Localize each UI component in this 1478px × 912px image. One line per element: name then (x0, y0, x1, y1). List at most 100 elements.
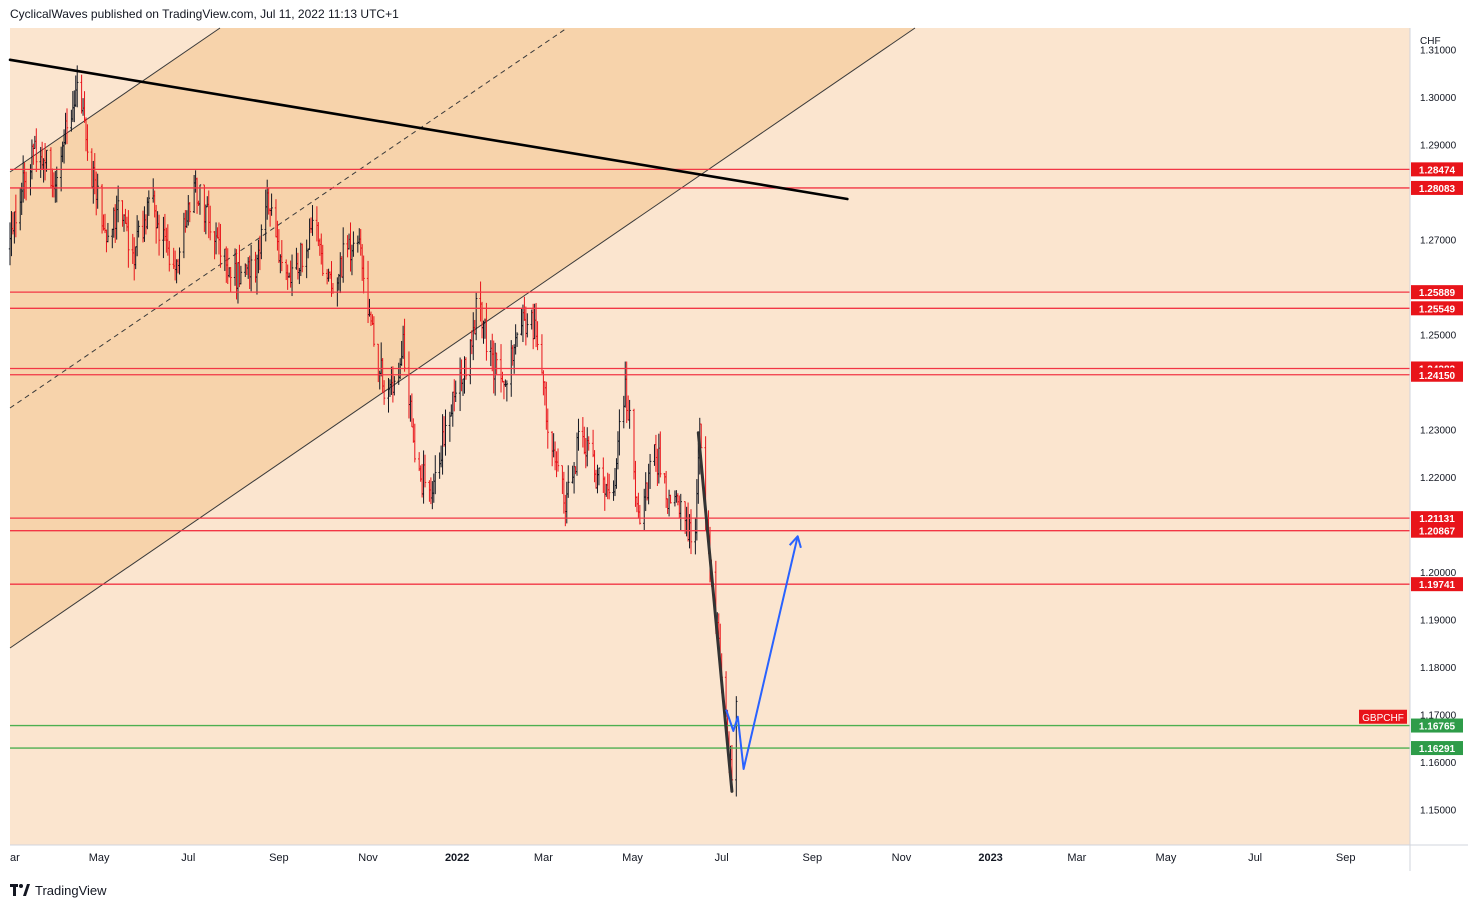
candle (628, 399, 631, 429)
symbol-badge: GBPCHF (1359, 709, 1407, 724)
candle (290, 254, 294, 297)
candle (86, 124, 89, 161)
candle (76, 65, 79, 108)
candle (127, 210, 130, 268)
svg-text:1.28083: 1.28083 (1419, 184, 1456, 195)
candle (659, 431, 662, 478)
arrow-head-icon (788, 535, 802, 549)
candle (679, 493, 682, 531)
price-tick-label-3: 1.27000 (1420, 235, 1457, 246)
level-badge-7: 1.20867 (1411, 523, 1463, 538)
price-tick-label-12: 1.15000 (1420, 805, 1457, 816)
svg-text:1.25889: 1.25889 (1419, 288, 1456, 299)
time-tick-label-10: Nov (892, 852, 912, 864)
candle (495, 352, 498, 375)
candle (454, 380, 457, 402)
candle (270, 193, 273, 216)
candle (188, 201, 191, 223)
trendline-1[interactable] (696, 431, 734, 793)
candle (423, 454, 427, 488)
time-tick-label-8: Jul (715, 852, 729, 864)
time-tick-label-0: ar (10, 852, 20, 864)
price-tick-label-11: 1.16000 (1420, 758, 1457, 769)
candle (321, 244, 324, 276)
price-tick-label-4: 1.25000 (1420, 330, 1457, 341)
level-badge-10: 1.16291 (1411, 741, 1463, 756)
levels-layer (10, 168, 1410, 749)
svg-text:1.19741: 1.19741 (1419, 580, 1456, 591)
candle (260, 224, 263, 260)
price-tick-label-6: 1.22000 (1420, 473, 1457, 484)
time-axis[interactable]: ar May Jul Sep Nov 2022 Mar May Jul Sep Nov 2023 Mar… (10, 852, 1355, 864)
svg-text:1.25549: 1.25549 (1419, 304, 1456, 315)
price-axis[interactable]: 1.31000 1.30000 1.29000 1.27000 1.25000 1.230… (1420, 45, 1457, 816)
candle (515, 332, 519, 347)
candle (55, 166, 58, 203)
candle (116, 185, 120, 223)
channel-lower-line (9, 27, 916, 649)
projection-arrow[interactable] (725, 536, 799, 770)
candle (301, 243, 304, 273)
svg-text:1.16291: 1.16291 (1419, 744, 1456, 755)
svg-text:1.20867: 1.20867 (1419, 527, 1456, 538)
candle (229, 267, 232, 293)
time-tick-label-11: 2023 (978, 852, 1002, 864)
candle (178, 247, 181, 275)
time-tick-label-6: Mar (534, 852, 553, 864)
candle (618, 409, 621, 456)
candle (35, 128, 38, 173)
currency-label: CHF (1420, 36, 1441, 47)
drawings-layer (8, 58, 849, 793)
candle (648, 453, 652, 489)
time-tick-label-3: Sep (269, 852, 289, 864)
tradingview-logo-icon (10, 884, 30, 896)
candle (219, 223, 222, 268)
candle (567, 465, 570, 498)
candle (14, 194, 18, 238)
time-tick-label-12: Mar (1067, 852, 1086, 864)
price-tick-label-9: 1.18000 (1420, 663, 1457, 674)
candle (444, 409, 447, 456)
trendline-0[interactable] (8, 58, 849, 201)
svg-text:1.24150: 1.24150 (1419, 371, 1456, 382)
time-tick-label-4: Nov (358, 852, 378, 864)
time-tick-label-1: May (89, 852, 110, 864)
candle (393, 376, 396, 396)
candle (689, 509, 693, 555)
candle (137, 220, 140, 238)
candle (106, 222, 110, 243)
svg-text:1.28474: 1.28474 (1419, 165, 1456, 176)
price-badges: 1.284741.280831.258891.255491.242821.241… (1359, 162, 1463, 756)
candle (157, 214, 161, 256)
price-tick-label-10: 1.17000 (1420, 710, 1457, 721)
candle (147, 190, 151, 216)
candle (311, 205, 314, 236)
candle (526, 313, 529, 338)
candle (341, 227, 345, 283)
svg-text:GBPCHF: GBPCHF (1362, 713, 1404, 724)
level-badge-0: 1.28474 (1411, 162, 1463, 177)
price-tick-label-1: 1.30000 (1420, 93, 1457, 104)
candle (546, 408, 549, 449)
level-badge-5: 1.24150 (1411, 367, 1463, 382)
candle (168, 240, 171, 272)
candle (249, 244, 253, 292)
candle (45, 149, 48, 172)
time-tick-label-15: Sep (1336, 852, 1356, 864)
time-tick-label-13: May (1156, 852, 1177, 864)
price-tick-label-2: 1.29000 (1420, 140, 1457, 151)
level-badge-1: 1.28083 (1411, 180, 1463, 195)
candle (607, 473, 611, 500)
candle (485, 302, 488, 361)
level-badge-6: 1.21131 (1411, 511, 1463, 525)
candle (474, 292, 478, 341)
candle (280, 240, 284, 272)
time-tick-label-7: May (622, 852, 643, 864)
candle (434, 455, 437, 495)
time-tick-label-5: 2022 (445, 852, 469, 864)
tradingview-brand: TradingView (35, 882, 107, 898)
candle (700, 423, 703, 449)
candle (362, 255, 365, 294)
